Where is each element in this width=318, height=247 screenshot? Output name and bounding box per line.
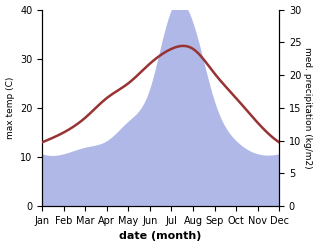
Y-axis label: max temp (C): max temp (C) [5, 77, 15, 139]
X-axis label: date (month): date (month) [120, 231, 202, 242]
Y-axis label: med. precipitation (kg/m2): med. precipitation (kg/m2) [303, 47, 313, 169]
